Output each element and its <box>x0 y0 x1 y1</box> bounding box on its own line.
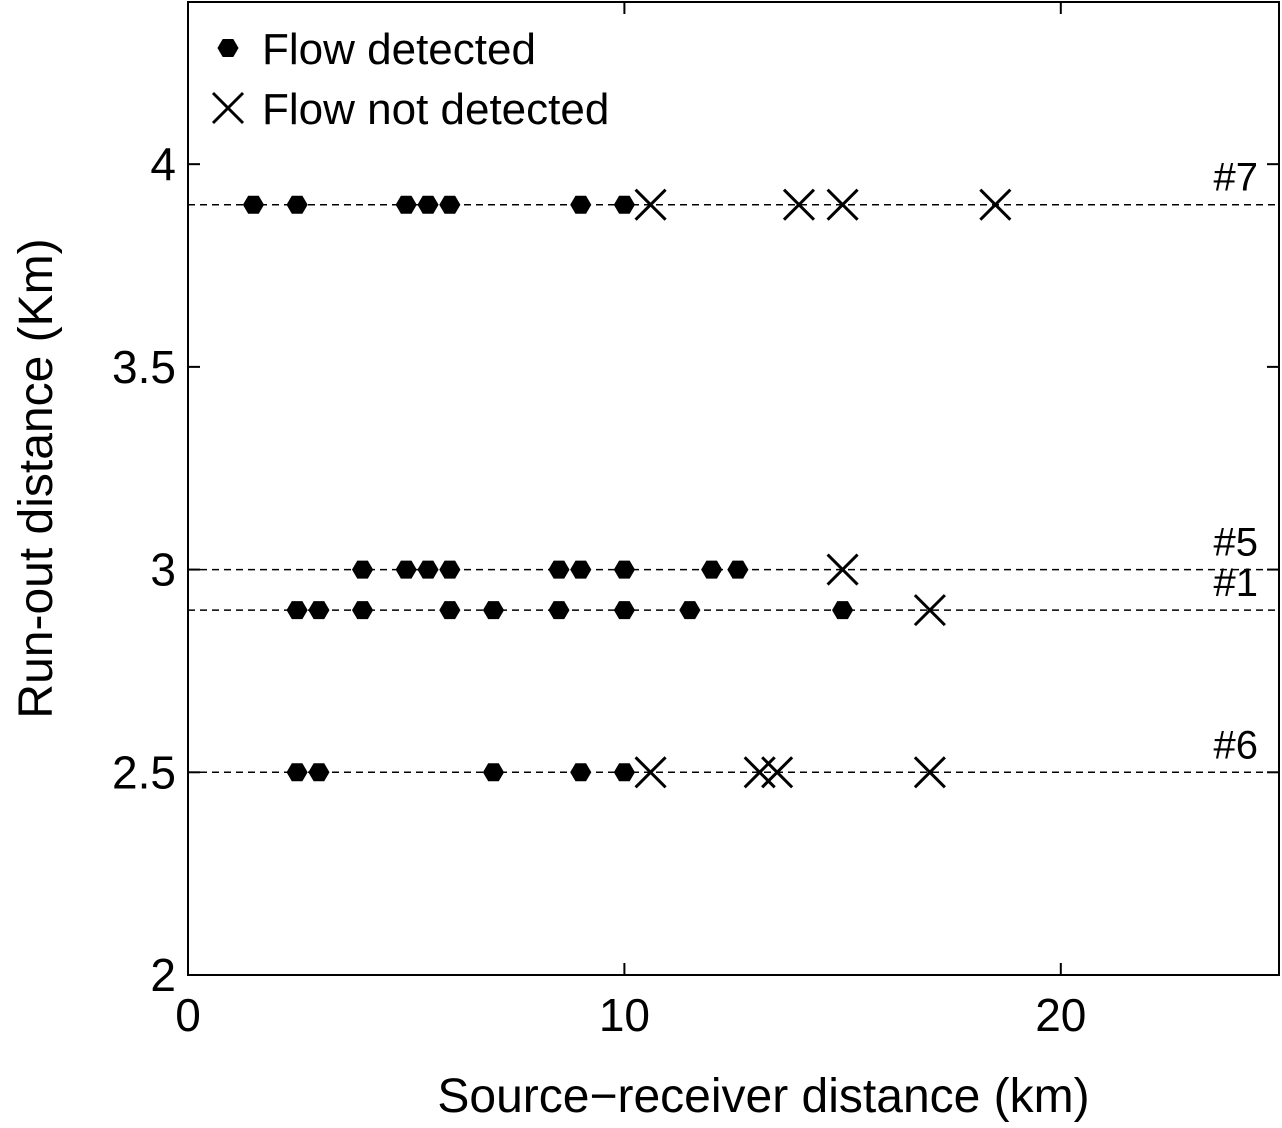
y-tick-label: 3.5 <box>112 341 176 393</box>
x-marker-stroke <box>782 188 816 221</box>
reference-line-label: #6 <box>1214 723 1259 767</box>
flow-detected-point <box>613 560 635 579</box>
reference-line-label: #1 <box>1214 561 1259 605</box>
flow-not-detected-point <box>743 756 776 789</box>
flow-detected-point <box>570 560 592 579</box>
flow-not-detected-point <box>913 756 946 789</box>
flow-detected-point <box>727 560 749 579</box>
flow-detected-point <box>286 195 308 214</box>
legend-label: Flow not detected <box>262 85 609 134</box>
y-tick-label: 2 <box>150 949 176 1001</box>
y-tick-label: 3 <box>150 544 176 596</box>
x-marker-stroke <box>913 756 946 789</box>
x-tick-label: 10 <box>599 989 650 1041</box>
x-marker-stroke <box>743 756 776 789</box>
flow-not-detected-point <box>782 188 816 221</box>
flow-detected-point <box>832 601 854 620</box>
x-marker-stroke <box>826 553 859 586</box>
x-axis-title: Source−receiver distance (km) <box>437 1070 1089 1123</box>
flow-detected-point <box>679 601 701 620</box>
legend: Flow detected Flow not detected <box>211 25 609 134</box>
y-tick-label: 2.5 <box>112 746 176 798</box>
reference-line-label: #5 <box>1214 521 1259 565</box>
x-marker-stroke <box>634 756 667 789</box>
flow-detected-point <box>417 195 439 214</box>
flow-detected-point <box>613 601 635 620</box>
y-tick-label: 4 <box>150 138 176 190</box>
x-marker-stroke <box>761 756 794 789</box>
reference-lines: #7 #5#1 #6 <box>188 156 1279 774</box>
flow-detected-point <box>701 560 723 579</box>
flow-detected-point <box>308 763 330 782</box>
flow-detected-point <box>351 601 374 620</box>
x-marker-stroke <box>826 188 859 221</box>
flow-detected-point <box>286 601 308 620</box>
x-tick-label: 0 <box>175 989 201 1041</box>
flow-detected-point <box>308 601 330 620</box>
x-marker-stroke <box>913 594 946 627</box>
plot-frame <box>187 1 1280 976</box>
flow-detected-point <box>548 560 570 579</box>
flow-detected-point <box>548 601 570 620</box>
flow-not-detected-point <box>826 188 859 221</box>
x-marker-stroke <box>634 188 667 221</box>
flow-detected-point <box>613 763 635 782</box>
flow-detected-point <box>351 560 374 579</box>
flow-detected-point <box>570 763 592 782</box>
flow-detected-point <box>417 560 439 579</box>
flow-detected-point <box>570 195 592 214</box>
flow-detected-point <box>439 560 461 579</box>
flow-detected-point <box>242 195 265 214</box>
flow-not-detected-point <box>826 553 859 586</box>
flow-detected-point <box>395 560 417 579</box>
legend-label: Flow detected <box>262 25 536 74</box>
flow-not-detected-point <box>913 594 946 627</box>
flow-detected-point <box>482 601 505 620</box>
x-marker-stroke <box>979 188 1012 221</box>
legend-x-marker <box>211 91 245 125</box>
flow-not-detected-point <box>634 188 667 221</box>
flow-not-detected-point <box>634 756 667 789</box>
x-marker-stroke <box>211 91 245 125</box>
flow-detected-point <box>395 195 417 214</box>
flow-detected-point <box>286 763 308 782</box>
flow-detected-point <box>482 763 505 782</box>
legend-hexagon-marker <box>217 39 239 57</box>
flow-not-detected-point <box>761 756 794 789</box>
x-tick-label: 20 <box>1035 989 1086 1041</box>
flow-not-detected-point <box>979 188 1012 221</box>
reference-line-label: #7 <box>1214 156 1259 200</box>
data-markers <box>242 188 1012 789</box>
flow-detected-point <box>439 195 461 214</box>
flow-detected-point <box>439 601 461 620</box>
axes: 0 10 20 2 2.5 3 3.5 4 <box>112 1 1280 1041</box>
y-axis-title: Run-out distance (Km) <box>10 238 63 718</box>
flow-detected-point <box>613 195 635 214</box>
